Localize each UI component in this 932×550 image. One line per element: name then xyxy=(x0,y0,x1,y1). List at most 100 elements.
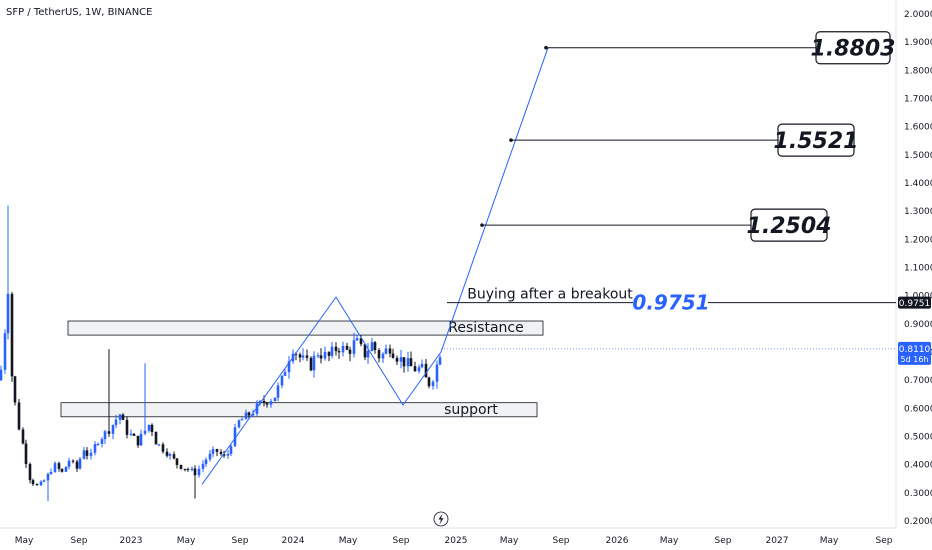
candle-body xyxy=(168,454,172,456)
candle-body xyxy=(247,412,251,416)
candle-body xyxy=(348,349,352,354)
candle-body xyxy=(93,444,97,453)
candle-body xyxy=(327,352,331,356)
candle-body xyxy=(395,357,399,362)
time-axis[interactable]: May Sep 2023 May Sep 2024 May Sep 2025 May Sep 2026… xyxy=(15,536,893,546)
candle-body xyxy=(435,364,439,382)
candle-body xyxy=(165,451,169,456)
target-label: 1.2504 xyxy=(747,214,832,239)
support-zone xyxy=(60,402,538,418)
x-tick-label: May xyxy=(339,536,358,546)
candle-body xyxy=(233,427,237,447)
candle-body xyxy=(276,385,280,398)
candle-body xyxy=(384,348,388,354)
candle-body xyxy=(255,403,259,414)
candle-body xyxy=(121,414,125,420)
candle-body xyxy=(21,429,25,444)
y-tick-label: 1.2000 xyxy=(904,235,932,245)
candle-body xyxy=(287,361,291,373)
candle-body xyxy=(100,439,104,444)
candle-body xyxy=(222,454,226,456)
candle-body xyxy=(111,424,115,434)
candle-body xyxy=(402,357,406,367)
x-tick-label: May xyxy=(500,536,519,546)
candle-body xyxy=(132,433,136,436)
bar-countdown: 5d 16h xyxy=(901,355,929,364)
candle-body xyxy=(71,460,75,462)
candle-body xyxy=(381,353,385,359)
candle-body xyxy=(438,357,442,365)
candle-body xyxy=(280,375,284,386)
candle-body xyxy=(28,464,32,481)
candle-body xyxy=(204,459,208,465)
candle-body xyxy=(53,463,57,472)
target-label: 1.5521 xyxy=(774,129,859,154)
candle-body xyxy=(341,345,345,353)
x-tick-label: May xyxy=(660,536,679,546)
candle-body xyxy=(197,468,201,476)
candle-body xyxy=(309,357,313,371)
candle-body xyxy=(323,352,327,359)
candle-body xyxy=(431,381,435,387)
x-tick-label: 2025 xyxy=(445,536,468,546)
candle-body xyxy=(107,431,111,434)
candle-body xyxy=(175,458,179,465)
x-tick-label: May xyxy=(15,536,34,546)
candle-body xyxy=(312,355,316,371)
candle-body xyxy=(139,433,143,446)
candle-body xyxy=(219,451,223,455)
candle-body xyxy=(345,345,349,350)
candle-body xyxy=(125,419,129,435)
candle-body xyxy=(118,414,122,420)
candle-body xyxy=(262,400,266,403)
candle-body xyxy=(3,333,7,370)
candle-body xyxy=(420,363,424,368)
candle-body xyxy=(6,293,10,334)
candle-body xyxy=(64,466,68,472)
candle-body xyxy=(258,400,262,404)
candle-body xyxy=(237,420,241,428)
y-tick-label: 1.1000 xyxy=(904,264,932,274)
candle-body xyxy=(391,353,395,358)
candle-body xyxy=(229,446,233,454)
candle-body xyxy=(427,377,431,387)
candle-body xyxy=(359,338,363,345)
lightning-icon[interactable] xyxy=(433,511,449,527)
candle-body xyxy=(183,468,187,470)
target-label: 1.8803 xyxy=(811,37,896,62)
candle-body xyxy=(363,344,367,358)
candle-body xyxy=(211,449,215,454)
target-box xyxy=(815,31,891,65)
candle-body xyxy=(370,342,374,352)
breakout-label: Buying after a breakout xyxy=(467,287,633,303)
candle-body xyxy=(60,468,64,472)
resistance-label: Resistance xyxy=(448,320,523,336)
candle-body xyxy=(251,413,255,416)
x-tick-label: 2027 xyxy=(766,536,789,546)
candle-body xyxy=(265,402,269,405)
candle-body xyxy=(366,351,370,358)
candle-body xyxy=(319,355,323,359)
candle-body xyxy=(417,367,421,372)
target-box xyxy=(750,208,828,242)
candle-body xyxy=(96,443,100,445)
support-label: support xyxy=(444,402,498,418)
candle-body xyxy=(75,461,79,469)
candle-body xyxy=(49,471,53,474)
x-tick-label: Sep xyxy=(876,536,893,546)
candle-body xyxy=(129,433,133,435)
current-price-tag xyxy=(898,341,931,365)
candle-body xyxy=(179,464,183,469)
candle-body xyxy=(13,376,17,403)
candle-body xyxy=(150,424,154,433)
candle-body xyxy=(193,468,197,476)
candle-body xyxy=(399,357,403,362)
candles-layer xyxy=(0,205,442,502)
